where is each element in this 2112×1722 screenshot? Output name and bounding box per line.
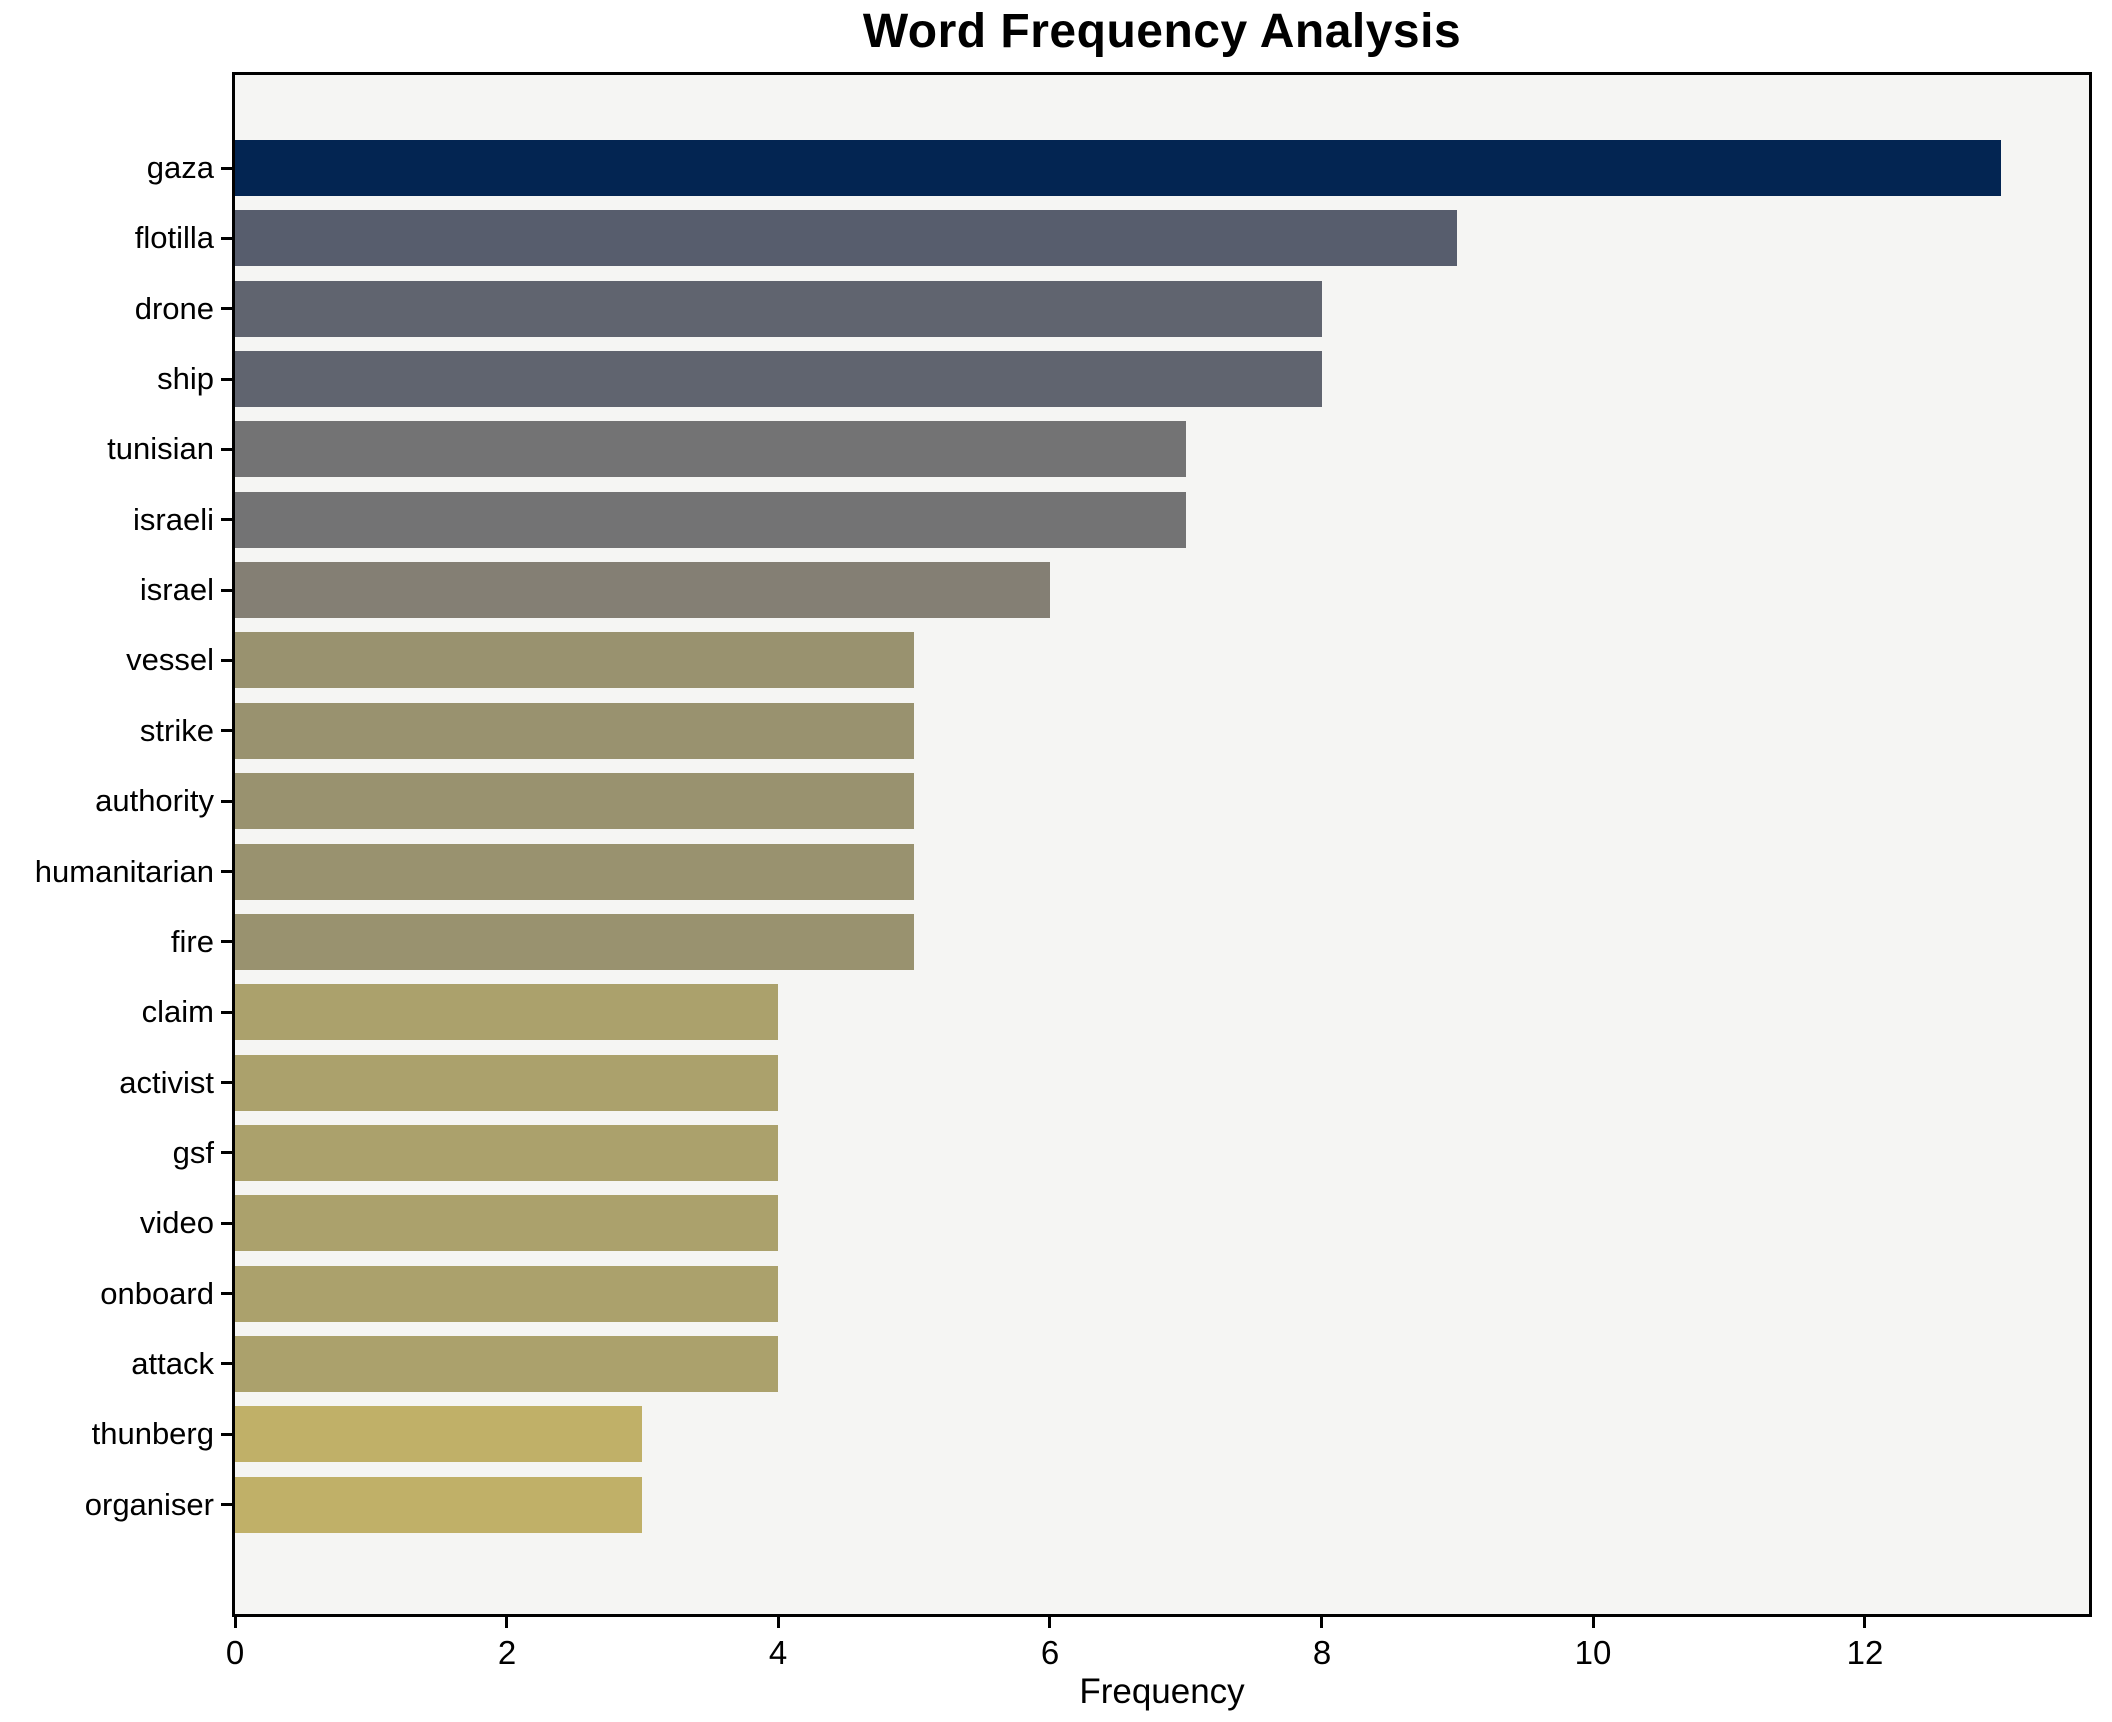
- y-tick-label-claim: claim: [141, 994, 214, 1029]
- x-tick-label-12: 12: [1846, 1634, 1884, 1671]
- bar-israeli: [235, 492, 1186, 548]
- bar-vessel: [235, 632, 914, 688]
- y-tick-mark-vessel: [221, 659, 232, 662]
- y-tick-mark-organiser: [221, 1503, 232, 1506]
- plot-area: [232, 72, 2092, 1617]
- y-tick-label-fire: fire: [170, 924, 214, 959]
- x-tick-mark-4: [777, 1617, 780, 1628]
- bar-activist: [235, 1055, 778, 1111]
- bar-gsf: [235, 1125, 778, 1181]
- bar-ship: [235, 351, 1322, 407]
- bar-onboard: [235, 1266, 778, 1322]
- y-tick-label-strike: strike: [139, 713, 214, 748]
- y-tick-mark-strike: [221, 729, 232, 732]
- bar-israel: [235, 562, 1050, 618]
- y-tick-label-israel: israel: [139, 572, 214, 607]
- y-tick-mark-drone: [221, 307, 232, 310]
- bar-claim: [235, 984, 778, 1040]
- y-tick-label-onboard: onboard: [100, 1276, 214, 1311]
- y-tick-mark-ship: [221, 378, 232, 381]
- y-tick-mark-gsf: [221, 1151, 232, 1154]
- bar-humanitarian: [235, 844, 914, 900]
- chart-title: Word Frequency Analysis: [862, 5, 1462, 58]
- bar-flotilla: [235, 210, 1457, 266]
- y-tick-label-authority: authority: [95, 783, 214, 818]
- x-tick-mark-0: [234, 1617, 237, 1628]
- y-tick-label-tunisian: tunisian: [107, 431, 214, 466]
- x-tick-mark-12: [1863, 1617, 1866, 1628]
- y-tick-label-attack: attack: [131, 1346, 214, 1381]
- y-tick-label-flotilla: flotilla: [134, 220, 214, 255]
- x-tick-label-4: 4: [768, 1634, 788, 1671]
- bar-thunberg: [235, 1406, 642, 1462]
- y-tick-mark-humanitarian: [221, 870, 232, 873]
- y-tick-label-ship: ship: [157, 361, 214, 396]
- bar-drone: [235, 281, 1322, 337]
- x-tick-mark-8: [1320, 1617, 1323, 1628]
- y-tick-mark-thunberg: [221, 1433, 232, 1436]
- y-tick-label-gaza: gaza: [146, 150, 214, 185]
- bar-fire: [235, 914, 914, 970]
- y-tick-mark-onboard: [221, 1292, 232, 1295]
- y-tick-label-israeli: israeli: [133, 502, 214, 537]
- x-tick-label-0: 0: [225, 1634, 245, 1671]
- y-tick-mark-israeli: [221, 518, 232, 521]
- y-tick-label-humanitarian: humanitarian: [34, 854, 214, 889]
- x-tick-label-2: 2: [497, 1634, 517, 1671]
- bar-authority: [235, 773, 914, 829]
- y-tick-mark-video: [221, 1222, 232, 1225]
- x-tick-label-10: 10: [1574, 1634, 1612, 1671]
- y-tick-label-gsf: gsf: [172, 1135, 214, 1170]
- x-tick-mark-10: [1592, 1617, 1595, 1628]
- y-tick-label-activist: activist: [119, 1065, 214, 1100]
- bar-tunisian: [235, 421, 1186, 477]
- y-tick-label-video: video: [139, 1205, 214, 1240]
- y-tick-mark-activist: [221, 1081, 232, 1084]
- x-tick-label-6: 6: [1040, 1634, 1060, 1671]
- x-tick-mark-6: [1048, 1617, 1051, 1628]
- y-tick-label-organiser: organiser: [84, 1487, 214, 1522]
- y-tick-label-drone: drone: [134, 291, 214, 326]
- bar-video: [235, 1195, 778, 1251]
- y-tick-mark-attack: [221, 1362, 232, 1365]
- bar-organiser: [235, 1477, 642, 1533]
- x-tick-mark-2: [505, 1617, 508, 1628]
- y-tick-mark-flotilla: [221, 237, 232, 240]
- y-tick-mark-claim: [221, 1011, 232, 1014]
- y-tick-mark-fire: [221, 940, 232, 943]
- y-tick-label-thunberg: thunberg: [91, 1416, 214, 1451]
- x-tick-label-8: 8: [1312, 1634, 1332, 1671]
- y-tick-mark-gaza: [221, 167, 232, 170]
- y-tick-mark-authority: [221, 800, 232, 803]
- x-axis-label: Frequency: [1079, 1672, 1245, 1711]
- bar-attack: [235, 1336, 778, 1392]
- bar-gaza: [235, 140, 2001, 196]
- y-tick-mark-tunisian: [221, 448, 232, 451]
- y-tick-label-vessel: vessel: [126, 642, 214, 677]
- bar-strike: [235, 703, 914, 759]
- y-tick-mark-israel: [221, 589, 232, 592]
